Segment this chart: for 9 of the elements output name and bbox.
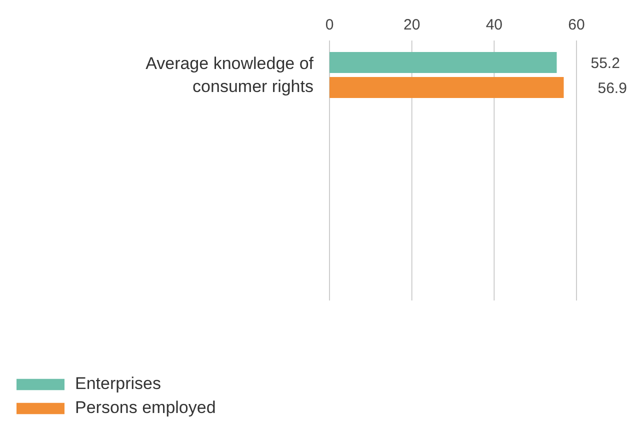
legend-label: Persons employed <box>75 398 216 418</box>
x-tick-label: 20 <box>403 16 420 34</box>
x-tick-label: 40 <box>486 16 503 34</box>
x-tick-label: 60 <box>568 16 585 34</box>
x-tick-label: 0 <box>325 16 334 34</box>
legend-label: Enterprises <box>75 374 161 394</box>
data-label: 56.9 <box>598 80 627 97</box>
data-label: 55.2 <box>590 55 620 72</box>
y-tick-label: Average knowledge of consumer rights <box>146 54 314 96</box>
